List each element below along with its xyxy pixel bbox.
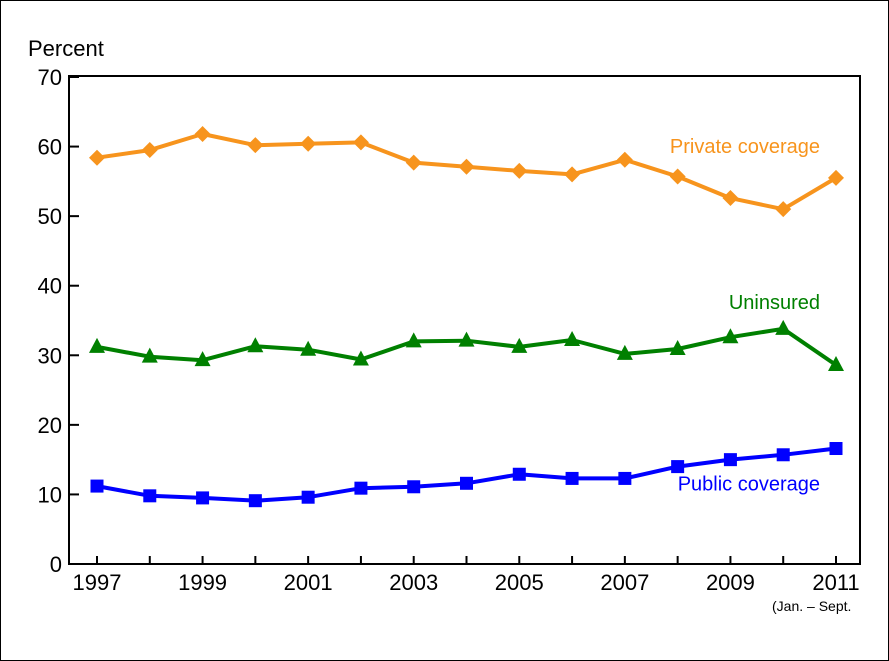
y-tick-label: 70 — [38, 65, 62, 90]
uninsured-point — [247, 337, 264, 353]
uninsured-point — [89, 337, 105, 353]
private-coverage-point — [722, 190, 739, 207]
public-coverage-point — [354, 481, 368, 495]
x-tick-label: 2005 — [495, 570, 544, 595]
public-coverage-point — [248, 494, 262, 508]
private-coverage-point — [405, 154, 422, 171]
series-group — [89, 126, 844, 508]
public-coverage-point — [90, 479, 104, 493]
public-coverage-point — [776, 448, 790, 462]
x-tick-label: 1999 — [178, 570, 227, 595]
x-tick-label: 2009 — [706, 570, 755, 595]
public-coverage-point — [407, 480, 421, 494]
y-tick-label: 50 — [38, 204, 62, 229]
public-coverage-point — [460, 476, 473, 490]
private-coverage-point — [300, 135, 317, 152]
public-coverage-point — [671, 460, 685, 474]
public-coverage-point — [723, 453, 737, 467]
public-coverage-point — [829, 442, 843, 456]
x-tick-label: 2001 — [284, 570, 333, 595]
y-tick-label: 40 — [38, 274, 62, 299]
y-tick-label: 0 — [50, 552, 62, 577]
x-tick-label: 1997 — [73, 570, 122, 595]
x-tick-label: 2011 — [812, 570, 859, 595]
private-coverage-point — [511, 162, 528, 179]
uninsured-point — [511, 337, 528, 353]
y-axis-label: Percent — [28, 36, 104, 61]
series-labels: Private coverage Uninsured Public coverage — [670, 136, 820, 496]
uninsured-point — [616, 344, 633, 360]
y-tick-label: 60 — [38, 135, 62, 160]
uninsured-point — [405, 332, 422, 348]
private-coverage-point — [89, 149, 105, 166]
x-tick-label: 2007 — [600, 570, 649, 595]
private-coverage-point — [458, 158, 475, 175]
uninsured-point — [828, 356, 844, 372]
private-coverage-point — [828, 169, 844, 186]
y-axis-ticks: 0 10 20 30 40 50 60 70 — [38, 65, 79, 577]
uninsured-point — [722, 328, 739, 344]
uninsured-point — [194, 351, 211, 367]
private-coverage-label: Private coverage — [670, 136, 820, 158]
y-tick-label: 30 — [38, 343, 62, 368]
private-coverage-point — [775, 201, 792, 218]
uninsured-point — [352, 350, 369, 366]
private-coverage-point — [616, 151, 633, 168]
uninsured-label: Uninsured — [729, 292, 820, 314]
x-axis-note: (Jan. – Sept. — [772, 598, 851, 614]
private-coverage-point — [194, 126, 211, 143]
y-tick-label: 20 — [38, 413, 62, 438]
public-coverage-point — [143, 489, 157, 503]
public-coverage-point — [196, 491, 210, 505]
private-coverage-point — [352, 134, 369, 151]
public-coverage-point — [618, 471, 632, 485]
public-coverage-point — [301, 490, 315, 504]
x-tick-label: 2003 — [389, 570, 438, 595]
y-tick-label: 10 — [38, 482, 62, 507]
x-axis-ticks: 1997 1999 2001 2003 2005 2007 2009 2011 — [73, 556, 860, 595]
public-coverage-point — [512, 467, 526, 481]
plot-area — [68, 75, 861, 565]
uninsured-point — [300, 340, 317, 356]
uninsured-point — [564, 330, 581, 346]
private-coverage-point — [247, 137, 264, 154]
private-coverage-point — [141, 142, 158, 159]
private-coverage-point — [564, 166, 581, 183]
uninsured-point — [669, 340, 686, 356]
public-coverage-point — [565, 471, 579, 485]
private-coverage-point — [669, 168, 686, 185]
uninsured-point — [775, 319, 792, 335]
uninsured-point — [458, 331, 475, 347]
uninsured-point — [141, 347, 158, 363]
public-coverage-label: Public coverage — [678, 474, 820, 496]
